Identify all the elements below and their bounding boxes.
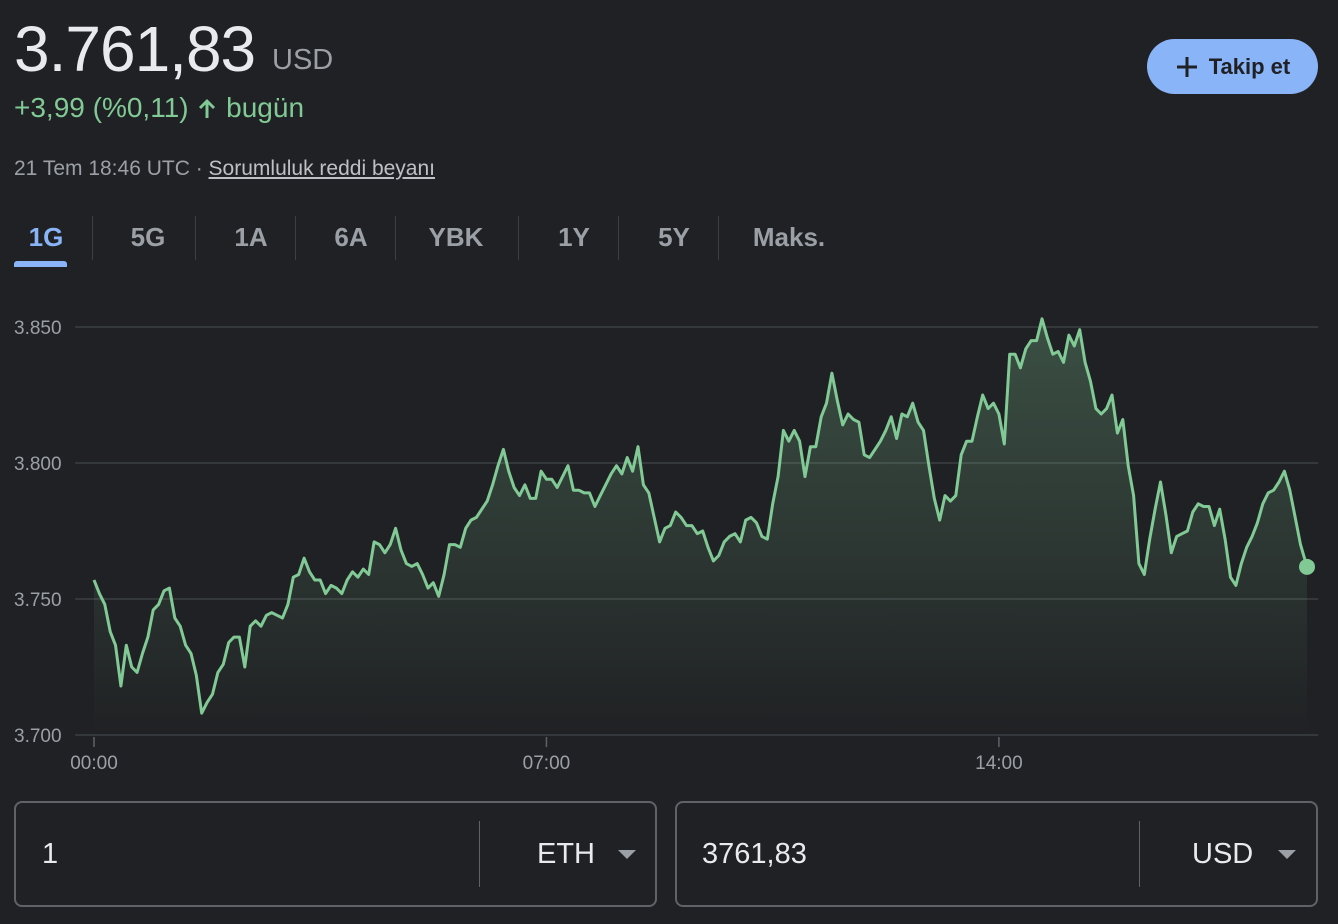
to-unit[interactable]: USD [1192,838,1254,870]
currency: USD [272,44,334,76]
tab-separator [195,216,196,260]
divider [1139,821,1140,887]
x-tick-label: 07:00 [523,753,571,774]
tab-indicator [14,261,67,267]
from-amount[interactable]: 1 [42,838,59,870]
y-tick-label: 3.800 [14,454,62,475]
dropdown-arrow[interactable] [618,850,636,859]
timestamp: 21 Tem 18:46 UTC · [14,157,203,180]
divider [479,821,480,887]
y-tick-label: 3.700 [14,726,62,747]
tab[interactable]: 5Y [658,222,690,252]
tab-separator [618,216,619,260]
change: +3,99 (%0,11) bugün [14,92,304,124]
chart: 3.700 3.750 3.800 3.850 00:00 07:00 14:00 [14,317,1318,774]
change-value: +3,99 (%0,11) [14,92,189,123]
area [94,318,1307,735]
tab[interactable]: 1Y [558,222,590,252]
tab-separator [395,216,396,260]
x-tick-label: 00:00 [70,753,118,774]
tab-separator [92,216,93,260]
to-amount[interactable]: 3761,83 [702,838,807,870]
plus-icon [1176,56,1197,77]
tab-separator [518,216,519,260]
timestamp-row: 21 Tem 18:46 UTC · Sorumluluk reddi beya… [14,157,435,181]
to-box[interactable] [675,801,1318,907]
disclaimer-link[interactable]: Sorumluluk reddi beyanı [208,157,436,180]
x-tick-label: 14:00 [975,753,1023,774]
tab[interactable]: Maks. [752,222,826,252]
price: 3.761,83 [14,13,256,85]
tab[interactable]: YBK [428,222,484,252]
tab-separator [718,216,719,260]
up-arrow [199,99,216,118]
end-dot [1299,558,1315,575]
from-box[interactable] [14,801,657,907]
tab-separator [295,216,296,260]
follow-button[interactable]: Takip et [1147,39,1318,94]
tab[interactable]: 6A [334,222,368,252]
dropdown-arrow[interactable] [1278,850,1296,859]
y-tick-label: 3.850 [14,318,62,339]
line [92,317,1309,715]
tab[interactable]: 5G [130,222,166,252]
from-unit[interactable]: ETH [537,838,595,870]
period: bugün [226,92,305,123]
y-tick-label: 3.750 [14,590,62,611]
follow-label: Takip et [1208,53,1291,79]
tab[interactable]: 1G [28,222,64,252]
tab[interactable]: 1A [234,222,268,252]
